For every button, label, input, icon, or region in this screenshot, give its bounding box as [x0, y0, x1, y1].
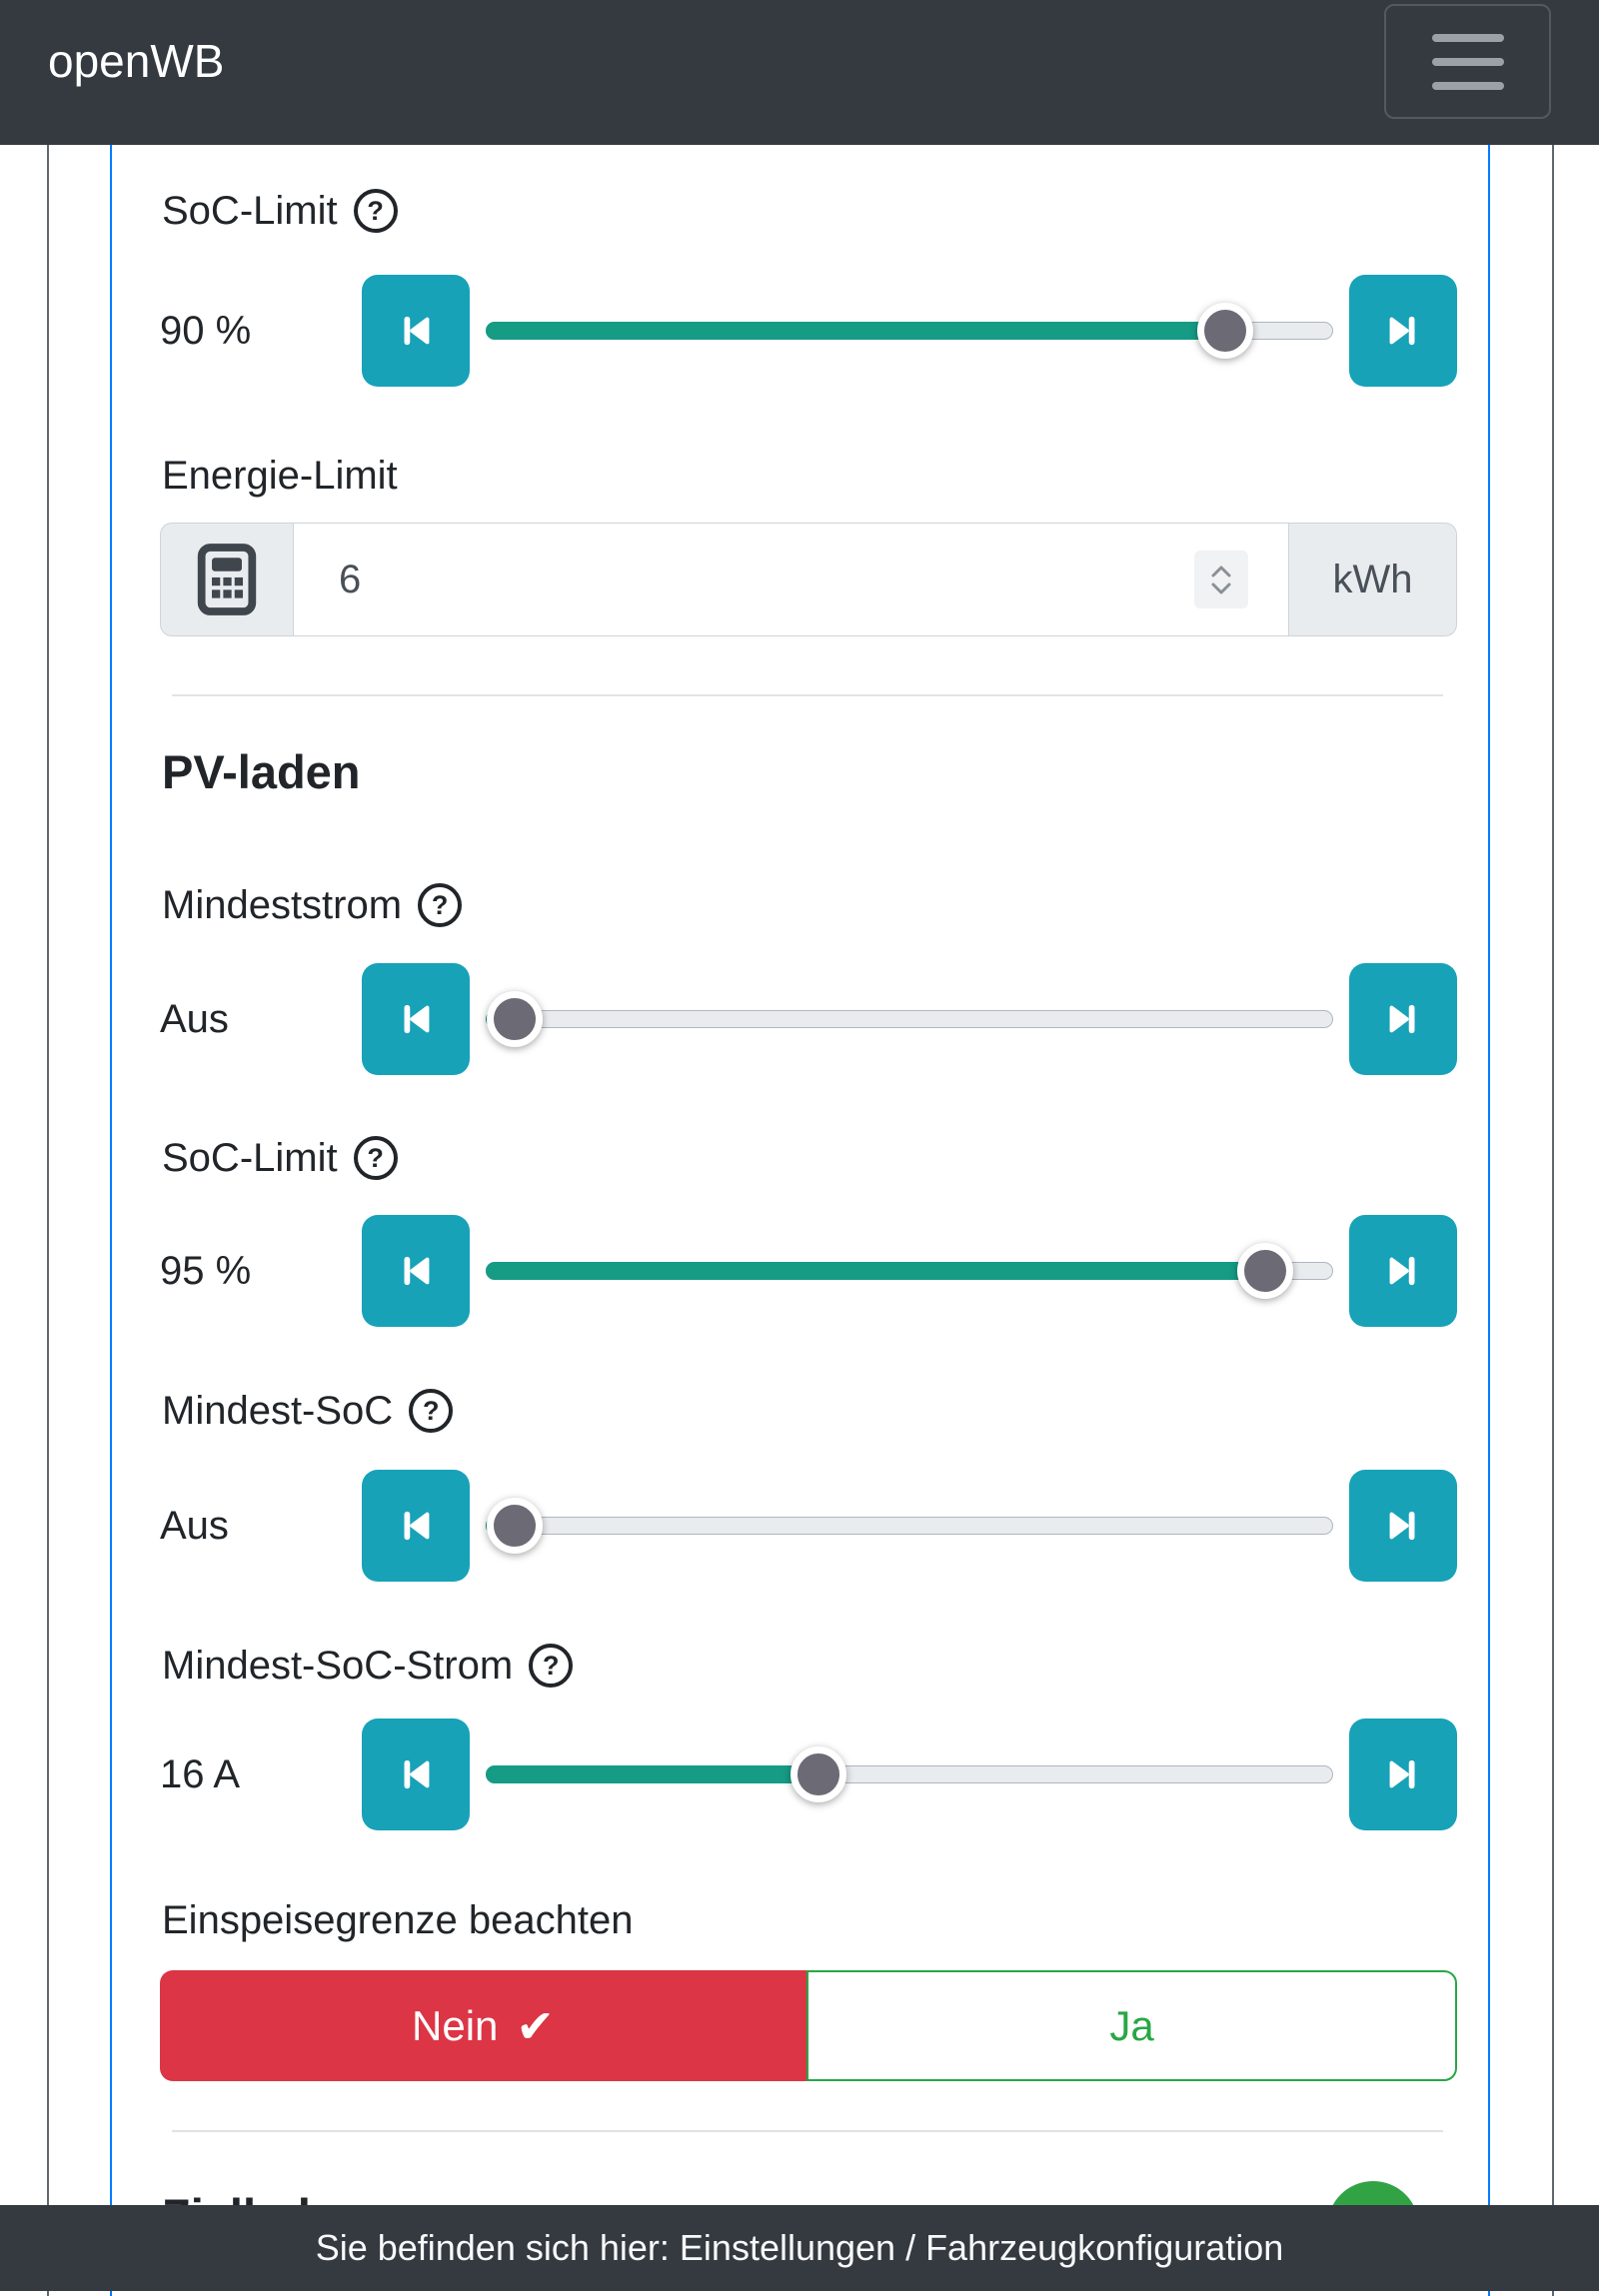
slider-min-button[interactable] [362, 1719, 470, 1830]
nein-label: Nein [412, 2001, 499, 2049]
slider-max-button[interactable] [1349, 1470, 1457, 1582]
mindest-soc-strom-slider-row: 16 A [160, 1719, 1457, 1830]
energie-limit-label: Energie-Limit [162, 453, 398, 498]
section-divider [172, 2130, 1443, 2132]
pv-soc-limit-label-row: SoC-Limit ? [162, 1132, 398, 1184]
unit-addon: kWh [1289, 523, 1457, 636]
ja-label: Ja [1109, 2001, 1154, 2049]
skip-end-icon [1389, 1004, 1415, 1034]
skip-start-icon [404, 1004, 430, 1034]
skip-start-icon [404, 1511, 430, 1541]
slider-track[interactable] [486, 303, 1333, 359]
slider-track[interactable] [486, 1746, 1333, 1802]
slider-thumb[interactable] [791, 1746, 847, 1802]
mindeststrom-label: Mindeststrom [162, 882, 403, 927]
einspeisegrenze-label-row: Einspeisegrenze beachten [162, 1894, 633, 1946]
soc-limit-value: 90 % [160, 308, 252, 353]
outer-card-border-left [47, 145, 49, 2296]
help-icon[interactable]: ? [353, 189, 398, 233]
mindeststrom-slider-row: Aus [160, 963, 1457, 1075]
pv-soc-limit-slider-row: 95 % [160, 1215, 1457, 1327]
skip-end-icon [1389, 1759, 1415, 1789]
einspeisegrenze-nein-button[interactable]: Nein ✔ [160, 1970, 806, 2081]
mindest-soc-strom-label-row: Mindest-SoC-Strom ? [162, 1640, 574, 1692]
slider-max-button[interactable] [1349, 275, 1457, 387]
section-divider [172, 694, 1443, 696]
chevron-down-icon [1211, 582, 1231, 593]
slider-thumb[interactable] [487, 1498, 543, 1554]
energie-limit-input[interactable] [294, 524, 1288, 635]
slider-min-button[interactable] [362, 275, 470, 387]
slider-track[interactable] [486, 991, 1333, 1047]
help-icon[interactable]: ? [529, 1644, 574, 1688]
mindest-soc-label: Mindest-SoC [162, 1388, 394, 1433]
einspeisegrenze-label: Einspeisegrenze beachten [162, 1897, 634, 1942]
check-icon: ✔ [516, 1999, 555, 2052]
slider-thumb[interactable] [1196, 303, 1253, 359]
inner-card-border-right [1488, 145, 1490, 2296]
energie-limit-input-group: kWh [160, 523, 1457, 636]
einspeisegrenze-ja-button[interactable]: Ja [806, 1970, 1457, 2081]
help-icon[interactable]: ? [418, 883, 463, 927]
outer-card-border-right [1552, 145, 1554, 2296]
breadcrumb-footer: Sie befinden sich hier: Einstellungen / … [0, 2205, 1599, 2291]
breadcrumb-text: Sie befinden sich hier: Einstellungen / … [315, 2227, 1284, 2268]
pv-laden-heading: PV-laden [162, 745, 361, 798]
soc-limit-label: SoC-Limit [162, 188, 338, 233]
mindest-soc-strom-value: 16 A [160, 1751, 241, 1796]
energie-limit-field-wrap [293, 523, 1289, 636]
help-icon[interactable]: ? [409, 1389, 454, 1433]
skip-start-icon [404, 1759, 430, 1789]
skip-end-icon [1389, 316, 1415, 346]
slider-thumb[interactable] [1236, 1243, 1293, 1299]
chevron-up-icon [1211, 566, 1231, 576]
slider-track[interactable] [486, 1243, 1333, 1299]
mindeststrom-label-row: Mindeststrom ? [162, 879, 463, 931]
slider-max-button[interactable] [1349, 1215, 1457, 1327]
mindest-soc-strom-label: Mindest-SoC-Strom [162, 1643, 514, 1688]
menu-toggler-button[interactable] [1384, 4, 1551, 119]
slider-min-button[interactable] [362, 963, 470, 1075]
skip-start-icon [404, 1256, 430, 1286]
slider-min-button[interactable] [362, 1215, 470, 1327]
slider-track-fill [486, 1765, 818, 1783]
inner-card-border-left [110, 145, 112, 2296]
calculator-icon [197, 544, 257, 615]
number-spinner[interactable] [1194, 551, 1248, 608]
pv-soc-limit-value: 95 % [160, 1248, 252, 1293]
slider-thumb[interactable] [487, 991, 543, 1047]
slider-max-button[interactable] [1349, 1719, 1457, 1830]
brand-logo[interactable]: openWB [48, 35, 225, 87]
slider-track-fill [486, 1262, 1266, 1280]
slider-max-button[interactable] [1349, 963, 1457, 1075]
mindest-soc-label-row: Mindest-SoC ? [162, 1385, 454, 1437]
energie-limit-label-row: Energie-Limit [162, 450, 398, 502]
slider-track[interactable] [486, 1498, 1333, 1554]
einspeisegrenze-toggle-group: Nein ✔ Ja [160, 1970, 1457, 2081]
calculator-addon [160, 523, 293, 636]
navbar: openWB [0, 0, 1599, 145]
pv-soc-limit-label: SoC-Limit [162, 1135, 338, 1180]
soc-limit-slider-row: 90 % [160, 275, 1457, 387]
mindest-soc-slider-row: Aus [160, 1470, 1457, 1582]
skip-end-icon [1389, 1511, 1415, 1541]
soc-limit-label-row: SoC-Limit ? [162, 185, 398, 237]
slider-min-button[interactable] [362, 1470, 470, 1582]
hamburger-icon [1431, 33, 1504, 90]
mindest-soc-value: Aus [160, 1503, 229, 1548]
skip-end-icon [1389, 1256, 1415, 1286]
mindeststrom-value: Aus [160, 996, 229, 1041]
skip-start-icon [404, 316, 430, 346]
slider-track-fill [486, 322, 1226, 340]
help-icon[interactable]: ? [353, 1136, 398, 1180]
